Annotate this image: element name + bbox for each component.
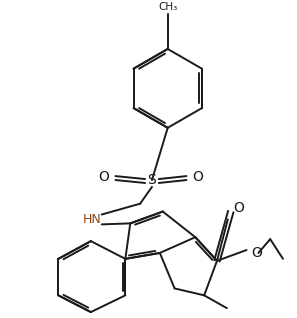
Text: O: O [252, 246, 262, 260]
Text: HN: HN [83, 213, 101, 226]
Text: O: O [192, 170, 203, 184]
Text: S: S [148, 173, 156, 187]
Text: O: O [234, 201, 245, 215]
Text: CH₃: CH₃ [158, 2, 177, 11]
Text: O: O [99, 170, 110, 184]
